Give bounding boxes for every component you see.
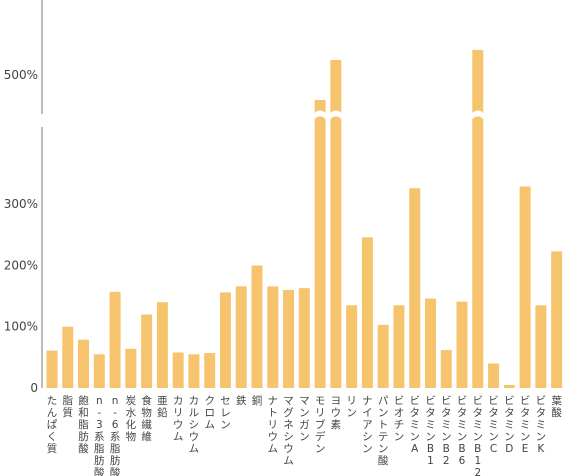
x-tick-label: ヨウ素 xyxy=(331,395,342,431)
bar xyxy=(488,363,500,388)
bar-upper-segment xyxy=(472,50,484,113)
y-axis-ticks: 0 100% 200% 300% 500% xyxy=(4,68,38,395)
bar xyxy=(440,350,452,388)
y-tick-label: 300% xyxy=(4,197,38,211)
x-tick-label: ビタミン A xyxy=(409,395,420,455)
bar xyxy=(551,251,563,388)
bar xyxy=(251,265,263,388)
bar-lower-segment xyxy=(314,116,326,388)
bar xyxy=(109,291,121,388)
bar xyxy=(141,314,153,388)
bar-upper-segment xyxy=(314,100,326,113)
bar xyxy=(330,60,342,388)
bar-lower-segment xyxy=(330,116,342,388)
x-tick-label: ビタミン K xyxy=(536,395,547,455)
bar xyxy=(46,350,58,388)
y-tick-label: 500% xyxy=(4,68,38,82)
bar xyxy=(93,354,105,388)
x-tick-label: 銅 xyxy=(252,394,263,407)
x-tick-label: 炭水化物 xyxy=(126,395,137,443)
bar xyxy=(503,384,515,388)
x-tick-label: 葉酸 xyxy=(551,394,562,419)
x-tick-label: リン xyxy=(346,395,357,419)
bar xyxy=(361,237,373,388)
y-tick-label: 100% xyxy=(4,320,38,334)
x-tick-label: モリブデン xyxy=(315,395,326,455)
x-tick-label: ビタミン E xyxy=(520,395,531,455)
x-tick-label: たんぱく質 xyxy=(47,395,58,455)
x-tick-label: 鉄 xyxy=(236,394,247,407)
x-tick-label: ビタミン B 1 2 xyxy=(473,395,484,476)
x-tick-label: ナトリウム xyxy=(268,395,279,455)
x-tick-label: ナイアシン xyxy=(362,395,373,455)
bar xyxy=(519,186,531,388)
x-tick-label: 亜鉛 xyxy=(157,395,168,419)
x-tick-label: セレン xyxy=(220,395,231,431)
x-tick-label: ビタミン D xyxy=(504,395,515,455)
bar xyxy=(298,288,310,388)
bar xyxy=(188,354,200,388)
x-tick-label: 飽和脂肪酸 xyxy=(78,394,89,455)
bar xyxy=(535,305,547,388)
bar xyxy=(283,289,295,388)
bar xyxy=(267,286,279,388)
bar xyxy=(424,298,436,388)
x-tick-label: n -6 系脂肪酸 xyxy=(110,395,121,476)
x-tick-label: カリウム xyxy=(173,395,184,443)
x-tick-label: n -3 系脂肪酸 xyxy=(94,395,105,476)
bar xyxy=(346,305,358,388)
x-tick-label: パントテン酸 xyxy=(378,395,389,467)
x-tick-label: ビオチン xyxy=(394,395,405,443)
x-tick-label: 食物繊維 xyxy=(141,394,152,443)
x-tick-label: 脂質 xyxy=(63,394,74,419)
bar xyxy=(456,301,468,388)
bar xyxy=(204,353,216,388)
bar xyxy=(377,324,389,388)
bar-lower-segment xyxy=(472,116,484,388)
bar xyxy=(62,326,74,388)
bars xyxy=(46,50,563,388)
bar xyxy=(409,188,421,388)
bar xyxy=(314,100,326,388)
bar xyxy=(156,302,168,388)
x-tick-label: ビタミン B 1 xyxy=(425,395,436,467)
x-tick-label: ビタミン B 6 xyxy=(457,395,468,467)
y-tick-label: 0 xyxy=(30,381,38,395)
x-tick-label: ビタミン C xyxy=(488,395,499,455)
bar xyxy=(235,286,247,388)
bar xyxy=(172,352,184,388)
bar xyxy=(219,292,231,388)
bar-upper-segment xyxy=(330,60,342,113)
bar xyxy=(393,305,405,388)
x-tick-label: マグネシウム xyxy=(283,395,294,467)
x-tick-label: マンガン xyxy=(299,395,310,443)
y-tick-label: 200% xyxy=(4,258,38,272)
bar xyxy=(472,50,484,388)
x-tick-label: カルシウム xyxy=(189,395,200,455)
bar xyxy=(78,339,90,388)
x-tick-label: クロム xyxy=(204,395,215,431)
x-tick-label: ビタミン B 2 xyxy=(441,395,452,467)
bar xyxy=(125,348,137,388)
